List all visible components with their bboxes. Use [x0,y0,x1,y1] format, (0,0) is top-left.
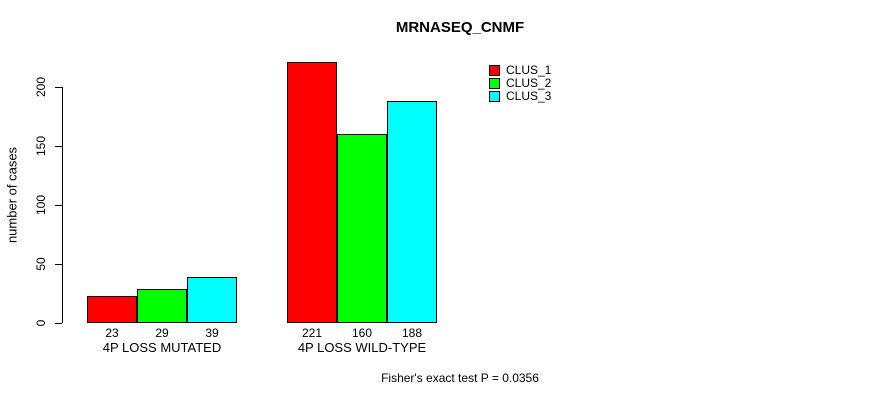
bar-clus_3 [387,101,437,323]
y-tick-label: 200 [34,76,48,98]
y-axis-line [62,87,63,323]
legend: CLUS_1 CLUS_2 CLUS_3 [489,64,551,103]
bar-value-label: 221 [301,326,323,340]
bar-clus_1 [87,296,137,323]
y-tick-label: 150 [34,135,48,157]
bar-clus_3 [187,277,237,323]
y-tick-mark [55,263,62,265]
legend-label: CLUS_2 [506,76,552,90]
legend-color-swatch [489,65,500,76]
category-label: 4P LOSS WILD-TYPE [297,340,427,355]
y-tick-label: 50 [34,257,48,271]
bar-clus_2 [137,289,187,323]
y-tick-mark [55,86,62,88]
chart-title: MRNASEQ_CNMF [395,19,525,36]
bar-value-label: 29 [155,326,169,340]
y-tick-mark [55,204,62,206]
bar-value-label: 188 [401,326,423,340]
fisher-test-annotation: Fisher's exact test P = 0.0356 [381,371,539,385]
legend-label: CLUS_1 [506,63,552,77]
bar-clus_2 [337,134,387,323]
y-axis-title: number of cases [4,146,20,244]
category-label: 4P LOSS MUTATED [102,340,222,355]
legend-item: CLUS_3 [489,90,551,103]
legend-color-swatch [489,91,500,102]
legend-label: CLUS_3 [506,89,552,103]
legend-color-swatch [489,78,500,89]
bar-value-label: 23 [105,326,119,340]
bar-clus_1 [287,62,337,323]
y-tick-mark [55,145,62,147]
bar-value-label: 39 [205,326,219,340]
y-tick-label: 100 [34,194,48,216]
legend-item: CLUS_1 [489,64,551,77]
y-tick-mark [55,322,62,324]
y-tick-label: 0 [34,319,48,327]
legend-item: CLUS_2 [489,77,551,90]
bar-value-label: 160 [351,326,373,340]
